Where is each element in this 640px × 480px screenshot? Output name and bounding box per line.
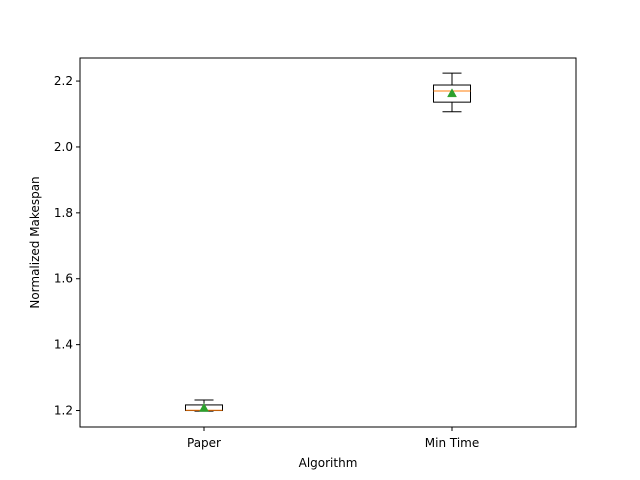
plot-frame [79,57,577,428]
y-tick-label: 2.2 [54,74,73,88]
y-axis-label: Normalized Makespan [28,176,42,308]
chart-marks [185,72,471,412]
box-paper [185,399,223,412]
y-tick-label: 2.0 [54,140,73,154]
box-iqr [433,84,471,103]
y-tick-label: 1.4 [54,338,73,352]
plot-area [80,58,576,427]
y-tick-label: 1.2 [54,404,73,418]
mean-marker [199,402,209,412]
box-min-time [433,72,471,113]
x-axis: Paper Min Time [187,427,479,450]
y-tick-label: 1.8 [54,206,73,220]
y-axis: 1.2 1.4 1.6 1.8 2.0 2.2 [54,74,80,418]
mean-marker [447,88,457,98]
x-tick-label: Min Time [425,436,479,450]
x-tick-label: Paper [187,436,221,450]
y-tick-label: 1.6 [54,272,73,286]
x-axis-label: Algorithm [299,456,358,470]
